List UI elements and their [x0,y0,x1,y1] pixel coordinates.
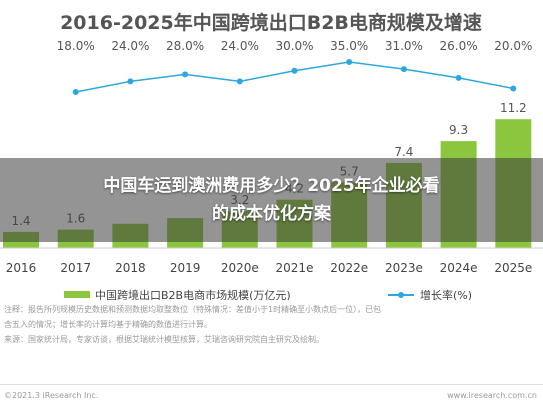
x-tick-label: 2017 [60,261,91,275]
chart: 2016-2025年中国跨境出口B2B电商规模及增速 1.41.63.24.25… [0,11,543,300]
copyright-text: ©2021.3 iResearch Inc. [4,391,99,400]
headline-text: 中国车运到澳洲费用多少？2025年企业必看 的成本优化方案 [20,172,523,228]
growth-rate-point [236,78,243,85]
headline-overlay [0,158,543,242]
x-tick-label: 2023e [385,261,423,275]
growth-line-layer: 18.0% 24.0% 28.0% 24.0% 30.0% 35.0% 31.0% 26.0%… [57,39,532,95]
chart-title: 2016-2025年中国跨境出口B2B电商规模及增速 [60,11,482,34]
footer: ©2021.3 iResearch Inc. www.iresearch.com… [0,384,543,409]
note-line-3: 来源：国家统计局，专家访谈，根据艾瑞统计模型核算，艾瑞咨询研究院自主研究及绘制。 [4,335,324,344]
bar-value-label: 7.4 [394,145,413,159]
growth-rate-point [400,66,407,73]
headline-line-2: 的成本优化方案 [212,204,331,224]
bar-value-label: 11.2 [500,101,527,115]
growth-rate-label: 18.0% [57,39,95,53]
growth-rate-point [510,85,517,92]
website-text: www.iresearch.com.cn [447,391,537,400]
growth-rate-point [455,74,462,81]
legend-bar-swatch [64,291,90,298]
bar-value-label: 9.3 [449,123,468,137]
growth-rate-label: 26.0% [440,39,478,53]
x-tick-labels: 2016 2017 2018 2019 2020e 2021e 2022e 2023e 2024… [6,261,533,275]
growth-rate-point [182,71,189,78]
x-tick-label: 2018 [115,261,146,275]
growth-rate-label: 30.0% [275,39,313,53]
growth-rate-line [75,61,514,93]
legend-bar-label: 中国跨境出口B2B电商市场规模(万亿元) [95,288,291,300]
x-tick-label: 2022e [330,261,368,275]
growth-rate-point [346,59,353,65]
x-tick-label: 2025e [494,261,532,275]
note-line-1: 注释：报告所列规模历史数据和预测数据均取整数位（特殊情况：差值小于1时精确至小数… [4,305,382,314]
growth-rate-label: 28.0% [166,39,204,53]
headline-line-1: 中国车运到澳洲费用多少？2025年企业必看 [103,176,440,196]
x-tick-label: 2016 [6,261,37,275]
growth-rate-point [72,89,79,95]
growth-rate-label: 24.0% [221,39,259,53]
growth-rate-point [127,78,134,85]
growth-rate-label: 35.0% [330,39,368,53]
legend: 中国跨境出口B2B电商市场规模(万亿元) 增长率(%) [64,288,472,300]
x-tick-label: 2020e [221,261,259,275]
chart-notes: 注释：报告所列规模历史数据和预测数据均取整数位（特殊情况：差值小于1时精确至小数… [4,302,539,347]
legend-line-marker [398,292,404,298]
growth-rate-label: 24.0% [111,39,149,53]
legend-line-label: 增长率(%) [420,288,472,300]
growth-rate-label: 20.0% [494,39,532,53]
x-tick-label: 2021e [276,261,314,275]
x-tick-label: 2024e [440,261,478,275]
note-line-2: 含五入的情况；增长率的计算均基于精确的数值进行计算。 [4,320,212,329]
growth-rate-label: 31.0% [385,39,423,53]
growth-rate-point [291,67,298,74]
x-tick-label: 2019 [170,261,201,275]
